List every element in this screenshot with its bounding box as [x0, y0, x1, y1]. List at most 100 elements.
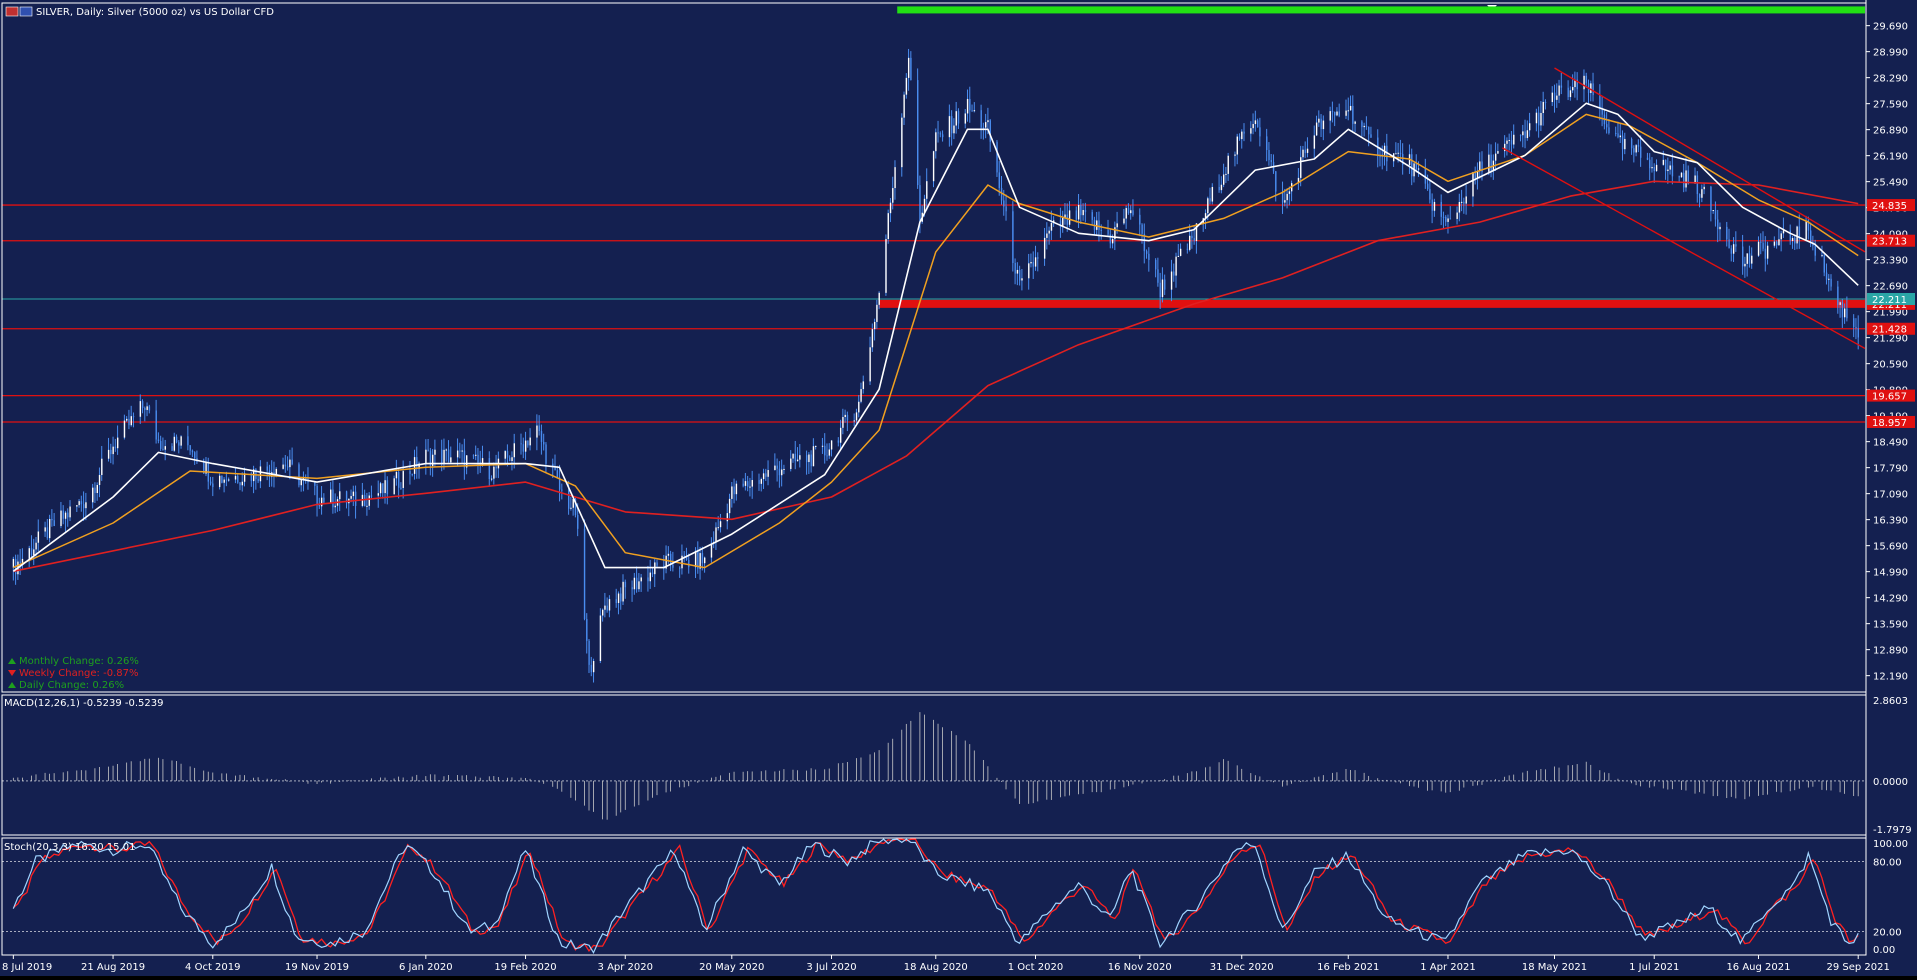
time-tick-label: 20 May 2020: [699, 962, 764, 973]
candle-body: [1354, 121, 1356, 124]
candle-body: [314, 482, 316, 486]
candle-body: [1447, 218, 1449, 222]
candle-body: [1823, 255, 1826, 273]
candle-body: [1429, 189, 1431, 200]
candle-body: [1066, 214, 1069, 225]
candle-body: [733, 486, 735, 495]
candle-body: [368, 495, 370, 506]
time-tick-label: 16 Nov 2020: [1108, 962, 1172, 973]
candle-body: [1315, 122, 1318, 136]
price-tick-label: 21.990: [1873, 308, 1908, 319]
candle-body: [1528, 123, 1531, 131]
candle-body: [1653, 167, 1656, 172]
candle-body: [187, 436, 189, 446]
candle-body: [1592, 83, 1594, 96]
candle-body: [1805, 220, 1807, 240]
candle-body: [1735, 244, 1737, 247]
stoch-main-line[interactable]: [12, 838, 1859, 954]
stoch-signal-line[interactable]: [12, 838, 1859, 952]
candle-body: [1365, 125, 1368, 127]
candle-body: [570, 507, 572, 509]
candle-body: [164, 446, 166, 450]
candle-body: [1019, 269, 1021, 281]
level-price-label: 19.657: [1872, 392, 1907, 403]
ma-slow-line[interactable]: [13, 180, 1859, 573]
candle-body: [719, 521, 722, 528]
level-price-label: 23.713: [1872, 237, 1907, 248]
candle-body: [237, 475, 239, 483]
candle-body: [1107, 230, 1109, 235]
candle-body: [1297, 177, 1300, 184]
candle-body: [815, 445, 817, 447]
candle-body: [1504, 143, 1506, 152]
candle-body: [1207, 198, 1209, 214]
candle-body: [1526, 130, 1529, 139]
candle-body: [1304, 149, 1306, 153]
candle-body: [731, 486, 733, 499]
candle-body: [1306, 148, 1309, 153]
candle-body: [939, 133, 942, 135]
stoch-pane[interactable]: [2, 838, 1865, 954]
candle-body: [1334, 112, 1336, 116]
candle-body: [141, 401, 144, 409]
candle-body: [379, 483, 382, 494]
ma-mid-line[interactable]: [12, 113, 1859, 569]
macd-pane[interactable]: [2, 712, 1865, 820]
candle-body: [1472, 172, 1474, 197]
trendline-1[interactable]: [1502, 147, 1866, 350]
candle-body: [19, 561, 21, 563]
candle-body: [941, 134, 944, 138]
candle-body: [969, 98, 971, 111]
candle-body: [1397, 152, 1399, 154]
price-tick-label: 28.990: [1873, 48, 1908, 59]
candle-body: [447, 449, 450, 463]
candle-body: [1109, 234, 1112, 244]
candle-body: [656, 562, 658, 566]
candle-body: [1678, 176, 1680, 178]
us-flag-icon: [19, 6, 33, 17]
candle-body: [1254, 120, 1257, 125]
candle-body: [427, 449, 429, 451]
candle-body: [67, 512, 69, 518]
candle-body: [320, 497, 323, 507]
time-tick-label: 8 Jul 2019: [2, 962, 52, 973]
candle-body: [1764, 248, 1767, 259]
stoch-title: Stoch(20,3,3) 16.20 15.01: [4, 842, 135, 853]
support-zone-2[interactable]: [879, 299, 1865, 308]
candle-body: [28, 548, 30, 559]
candle-body: [1458, 201, 1461, 213]
candle-body: [1572, 87, 1574, 91]
trendline-0[interactable]: [1554, 67, 1866, 253]
candle-body: [1560, 85, 1563, 88]
ma-fast-line[interactable]: [12, 102, 1859, 572]
candle-body: [416, 457, 418, 469]
candle-body: [1141, 224, 1143, 234]
pane-frames: [1, 0, 1867, 956]
price-pane[interactable]: [2, 6, 1866, 683]
resistance-bar[interactable]: [897, 6, 1865, 14]
candle-body: [1828, 278, 1830, 280]
candle-body: [955, 111, 957, 126]
candle-body: [1556, 95, 1558, 100]
candle-body: [1798, 226, 1801, 240]
candle-body: [1857, 328, 1860, 338]
candle-body: [1606, 124, 1608, 128]
candle-body: [1189, 235, 1191, 250]
candle-body: [672, 564, 674, 568]
candle-body: [790, 458, 792, 469]
candle-body: [472, 455, 475, 457]
candle-body: [1671, 165, 1674, 177]
candle-body: [1383, 145, 1386, 155]
candle-body: [527, 440, 529, 446]
candle-body: [919, 185, 921, 222]
candle-body: [871, 329, 874, 348]
candle-body: [1463, 201, 1465, 204]
candle-body: [905, 77, 908, 95]
candle-body: [1037, 257, 1039, 259]
candle-body: [429, 450, 432, 466]
time-tick-label: 21 Aug 2019: [81, 962, 145, 973]
candle-body: [846, 414, 849, 421]
candle-body: [1250, 128, 1252, 134]
candle-body: [146, 406, 148, 410]
